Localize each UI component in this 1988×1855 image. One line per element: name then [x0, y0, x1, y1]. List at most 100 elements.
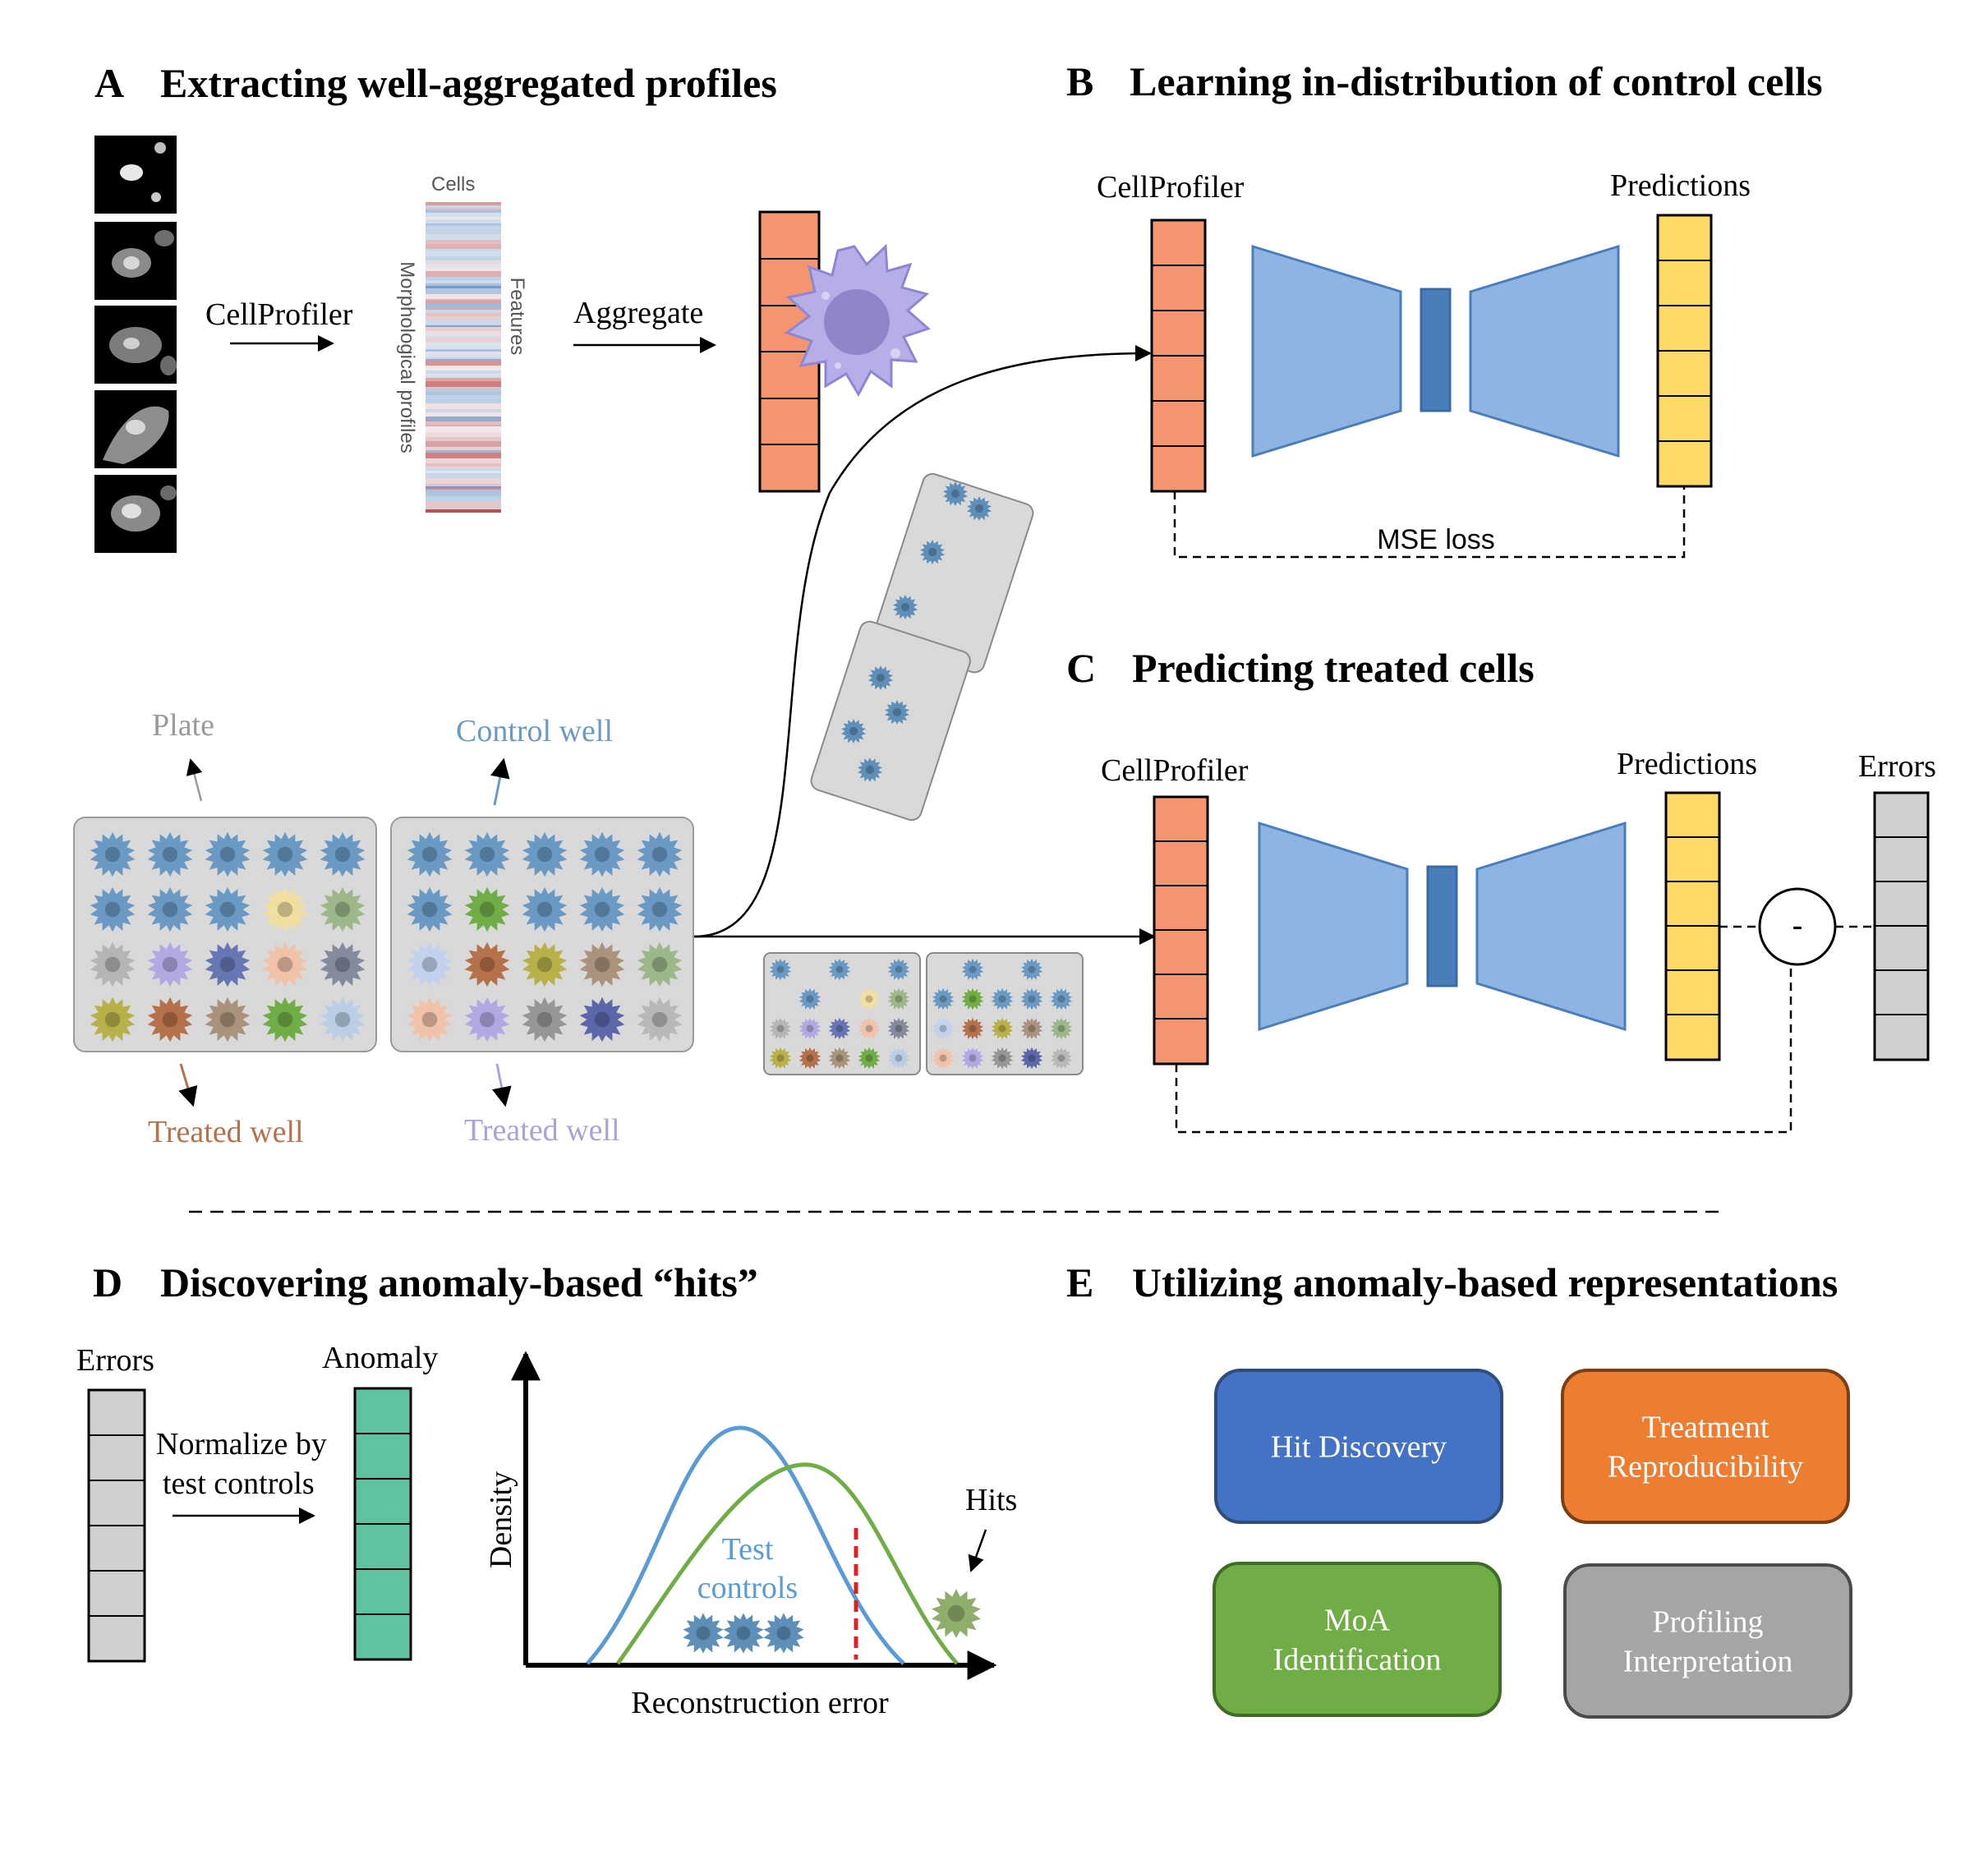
panel-c-output-label: Predictions — [1617, 747, 1757, 781]
heatmap-stripe — [426, 268, 501, 271]
heatmap-stripe — [426, 283, 501, 286]
microscopy-image-5 — [94, 475, 177, 553]
panel-c-input-vector — [1153, 795, 1209, 1066]
heatmap-stripe — [426, 471, 501, 473]
heatmap-stripe — [426, 366, 501, 371]
heatmap-stripe — [426, 412, 501, 417]
panel-b-encoder — [1251, 244, 1402, 458]
hit-cell-icon — [932, 1589, 981, 1638]
moa-identification-box: MoA Identification — [1213, 1562, 1502, 1717]
heatmap-profiles-label: Morphological profiles — [396, 261, 418, 453]
panel-b-bottleneck — [1420, 288, 1452, 412]
panel-c: C Predicting treated cells CellProfiler … — [1066, 645, 1936, 1134]
minus-operator-label: - — [1792, 908, 1802, 944]
treated-well-right-arrow — [491, 1063, 512, 1107]
heatmap-stripe — [426, 374, 501, 375]
heatmap-stripe — [426, 256, 501, 260]
heatmap-stripe — [426, 463, 501, 467]
microscopy-image-4 — [94, 390, 177, 468]
panel-c-bottleneck — [1426, 865, 1458, 987]
panel-c-letter: C — [1066, 645, 1096, 691]
panel-b-decoder — [1469, 244, 1620, 458]
heatmap-stripe — [426, 352, 501, 353]
heatmap-stripe — [426, 251, 501, 256]
panel-e-title: Utilizing anomaly-based representations — [1132, 1259, 1838, 1305]
profiling-interpretation-label-line2: Interpretation — [1623, 1645, 1793, 1679]
heatmap-stripe — [426, 417, 501, 421]
heatmap-stripe — [426, 225, 501, 227]
hit-discovery-box: Hit Discovery — [1214, 1369, 1503, 1524]
panel-d-error-vector — [87, 1388, 146, 1663]
mini-plate-right — [926, 952, 1084, 1075]
panel-c-decoder — [1475, 821, 1627, 1032]
heatmap-stripe — [426, 349, 501, 352]
heatmap-stripe — [426, 227, 501, 229]
treated-well-left-label: Treated well — [148, 1115, 304, 1149]
heatmap-stripe — [426, 450, 501, 453]
heatmap-stripe — [426, 508, 501, 509]
heatmap-cells-label: Cells — [431, 173, 475, 196]
panel-d-title: Discovering anomaly-based “hits” — [160, 1259, 758, 1305]
control-wells-to-training-arrow — [693, 345, 1152, 938]
heatmap-stripe — [426, 299, 501, 301]
heatmap-stripe — [426, 288, 501, 294]
heatmap-stripe — [426, 244, 501, 249]
control-well-slide-lower — [810, 620, 971, 822]
heatmap-stripe — [426, 447, 501, 450]
plate-right — [390, 817, 694, 1052]
heatmap-stripe — [426, 249, 501, 251]
treated-curve — [615, 1462, 959, 1665]
heatmap-stripe — [426, 219, 501, 223]
density-y-label: Density — [484, 1471, 518, 1568]
cellprofiler-label: CellProfiler — [205, 297, 353, 332]
heatmap-stripe — [426, 468, 501, 471]
mse-loss-label: MSE loss — [1377, 524, 1495, 555]
panel-a-letter: A — [94, 60, 124, 106]
panel-b-autoencoder — [1251, 244, 1620, 458]
heatmap-stripe — [426, 432, 501, 437]
heatmap-stripe — [426, 398, 501, 403]
heatmap-stripe — [426, 277, 501, 280]
heatmap-stripe — [426, 223, 501, 225]
panel-d: D Discovering anomaly-based “hits” Error… — [76, 1259, 1017, 1720]
panel-a-title: Extracting well-aggregated profiles — [160, 60, 777, 106]
heatmap-stripe — [426, 378, 501, 381]
panel-b-prediction-vector — [1656, 214, 1713, 488]
heatmap-stripe — [426, 294, 501, 299]
heatmap-stripe — [426, 453, 501, 458]
heatmap-stripe — [426, 286, 501, 288]
control-well-label: Control well — [456, 714, 613, 748]
treatment-reproducibility-label-line1: Treatment — [1642, 1411, 1769, 1445]
heatmap-stripe — [426, 313, 501, 316]
heatmap-stripe — [426, 441, 501, 447]
plate-left — [73, 817, 377, 1052]
hits-arrow — [968, 1529, 987, 1572]
panel-c-autoencoder — [1258, 821, 1627, 1032]
panel-c-errors-label: Errors — [1858, 749, 1936, 784]
microscopy-image-1 — [94, 136, 177, 214]
heatmap-stripe — [426, 310, 501, 313]
heatmap-stripe — [426, 331, 501, 336]
treatment-reproducibility-label-line2: Reproducibility — [1608, 1450, 1804, 1484]
moa-identification-label-line1: MoA — [1324, 1604, 1391, 1638]
panel-b-letter: B — [1066, 58, 1093, 104]
heatmap-stripe — [426, 421, 501, 425]
heatmap-stripe — [426, 208, 501, 209]
feature-heatmap: Cells Features Morphological profiles — [396, 173, 528, 513]
heatmap-stripe — [426, 327, 501, 331]
heatmap-stripe — [426, 357, 501, 359]
heatmap-stripe — [426, 229, 501, 234]
microscopy-image-3 — [94, 306, 177, 384]
heatmap-stripe — [426, 343, 501, 346]
heatmap-stripe — [426, 260, 501, 265]
heatmap-stripe — [426, 473, 501, 478]
heatmap-stripe — [426, 371, 501, 374]
treated-well-left-arrow — [178, 1063, 198, 1107]
heatmap-stripe — [426, 213, 501, 217]
heatmap-stripe — [426, 217, 501, 219]
panel-b-title: Learning in-distribution of control cell… — [1130, 58, 1823, 104]
hit-discovery-label-line1: Hit Discovery — [1271, 1430, 1447, 1465]
heatmap-stripe — [426, 387, 501, 389]
panel-c-prediction-vector — [1664, 791, 1721, 1061]
density-plot: Density Reconstruction error Test contro… — [484, 1351, 1017, 1720]
